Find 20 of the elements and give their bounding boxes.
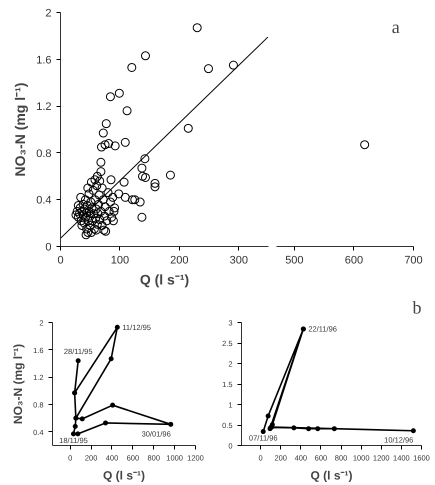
y-tick-label: 0.4: [36, 194, 52, 207]
x-axis-title: Q (l s⁻¹): [310, 468, 353, 482]
x-axis-title: Q (l s⁻¹): [103, 468, 146, 482]
chart-title: b: [412, 298, 422, 318]
x-tick-label: 100: [110, 254, 130, 266]
y-tick-label: 0: [45, 242, 52, 254]
y-axis-title: NO₃-N (mg l⁻¹): [11, 344, 26, 424]
x-tick-label: 700: [404, 254, 423, 266]
annotation: a: [392, 17, 400, 38]
x-axis-title: Q (l s⁻¹): [140, 272, 190, 288]
y-tick-label: 0.8: [36, 148, 52, 160]
y-tick-label: 1.6: [36, 54, 52, 66]
x-tick-label: 0: [57, 254, 64, 266]
x-tick-label: 300: [230, 254, 248, 266]
y-tick-label: 1.2: [36, 101, 52, 114]
y-axis-title: NO₃-N (mg l⁻¹): [12, 82, 28, 176]
x-tick-label: 200: [170, 254, 189, 266]
y-tick-label: 2: [45, 8, 52, 20]
x-tick-label: 600: [344, 254, 364, 266]
x-tick-label: 500: [285, 254, 304, 266]
